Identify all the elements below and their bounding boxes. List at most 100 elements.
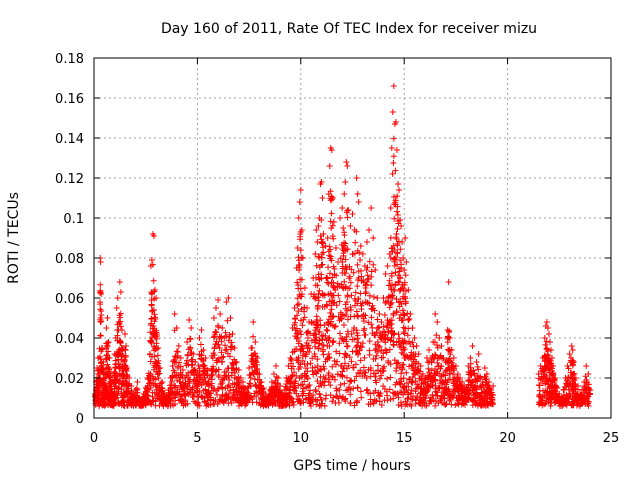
data-point [231, 345, 238, 351]
data-point [296, 328, 303, 335]
data-point [376, 398, 383, 405]
data-point [344, 342, 351, 349]
data-point [469, 379, 476, 386]
y-tick-label: 0.16 [55, 92, 84, 107]
data-point [405, 287, 412, 293]
data-point [299, 322, 306, 329]
data-point [274, 380, 281, 387]
data-point [201, 374, 208, 381]
data-point [106, 365, 113, 372]
data-point [394, 203, 401, 210]
data-point [227, 387, 234, 394]
data-point [275, 375, 282, 381]
data-point [454, 371, 461, 377]
data-point [374, 348, 381, 355]
data-point [101, 375, 108, 381]
data-point [436, 335, 443, 341]
data-point [392, 269, 399, 276]
data-point [353, 175, 360, 181]
data-point [353, 399, 360, 406]
data-point [412, 377, 419, 384]
data-point [117, 323, 124, 330]
data-point [535, 371, 542, 377]
data-point [293, 312, 300, 319]
data-point [239, 379, 246, 385]
data-point [306, 348, 313, 355]
data-point [247, 383, 254, 390]
data-point [154, 352, 161, 359]
data-point [354, 261, 361, 268]
data-point [154, 333, 161, 339]
data-point [106, 374, 113, 381]
data-point [344, 214, 351, 221]
data-point [361, 354, 368, 361]
data-point [357, 243, 364, 249]
data-point [154, 361, 161, 368]
data-point [333, 348, 340, 355]
data-point [217, 381, 224, 388]
data-point [347, 223, 354, 229]
data-point [106, 355, 113, 361]
data-point [373, 329, 380, 336]
data-point [363, 281, 370, 288]
data-point [432, 311, 439, 317]
data-point [321, 365, 328, 372]
data-point [333, 302, 340, 309]
data-point [326, 334, 333, 341]
data-point [186, 317, 193, 323]
data-point [140, 391, 147, 397]
data-point [382, 331, 389, 338]
data-point [404, 332, 411, 339]
data-point [333, 272, 340, 279]
data-point [329, 314, 336, 321]
data-point [324, 320, 331, 327]
data-point [380, 323, 387, 330]
data-point [99, 345, 106, 351]
data-point [148, 297, 155, 304]
data-point [188, 325, 195, 331]
data-point [576, 391, 583, 397]
x-tick-label: 20 [499, 431, 516, 446]
data-point [361, 263, 368, 269]
data-point [397, 375, 404, 382]
data-point [157, 380, 164, 387]
data-point [362, 312, 369, 319]
data-point [392, 167, 399, 174]
data-point [147, 384, 154, 391]
data-point [483, 371, 490, 377]
data-point [357, 290, 364, 297]
data-point [490, 383, 497, 389]
data-point [273, 373, 280, 380]
data-cloud [92, 135, 593, 409]
data-point [386, 304, 393, 311]
data-point [388, 334, 395, 341]
data-point [288, 395, 295, 402]
data-point [398, 370, 405, 377]
data-point [357, 267, 364, 274]
data-point [351, 227, 358, 233]
data-point [433, 332, 440, 339]
data-point [147, 263, 154, 269]
data-point [337, 315, 344, 322]
data-point [366, 351, 373, 358]
data-point [408, 379, 415, 386]
data-point [314, 363, 321, 370]
data-point [157, 365, 164, 371]
data-point [372, 267, 379, 273]
data-point [447, 351, 454, 358]
data-point [305, 383, 312, 390]
data-point [176, 378, 183, 385]
data-point [341, 191, 348, 197]
data-point [406, 315, 413, 322]
data-point [155, 345, 162, 351]
data-point [291, 387, 298, 394]
data-point [352, 239, 359, 246]
data-point [372, 370, 379, 377]
plot-frame [93, 57, 612, 419]
data-point [297, 285, 304, 292]
data-point [346, 275, 353, 282]
data-point [329, 373, 336, 380]
data-point [235, 367, 242, 373]
data-point [376, 375, 383, 382]
